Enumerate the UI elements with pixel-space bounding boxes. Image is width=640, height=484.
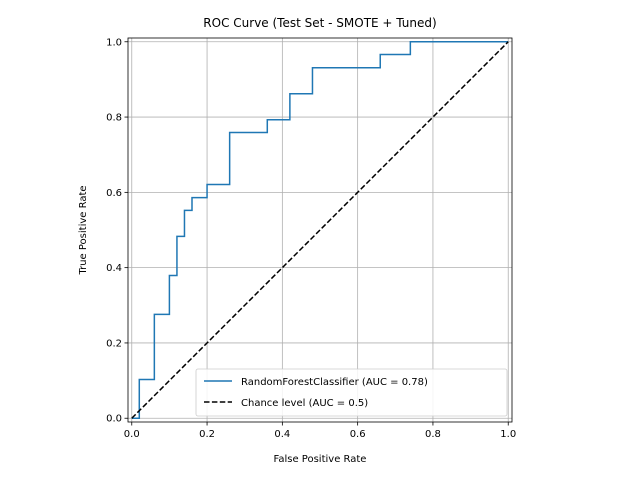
y-tick-label: 0.0 — [106, 414, 122, 425]
x-tick-label: 0.2 — [199, 429, 215, 440]
x-tick-label: 0.6 — [350, 429, 366, 440]
legend-box — [195, 368, 508, 417]
roc-curve-line — [131, 41, 509, 419]
y-axis: 0.0 0.2 0.4 0.6 0.8 1.0 — [106, 37, 128, 425]
chance-level-line — [131, 41, 509, 419]
y-tick-label: 0.4 — [106, 263, 122, 274]
y-tick-label: 0.6 — [106, 188, 122, 199]
plot-frame — [127, 37, 513, 423]
series-layer — [131, 41, 509, 419]
y-tick-label: 0.8 — [106, 113, 122, 124]
y-tick-label: 0.2 — [106, 338, 122, 349]
x-tick-label: 0.0 — [124, 429, 140, 440]
x-axis-label: False Positive Rate — [274, 454, 367, 465]
x-axis: 0.0 0.2 0.4 0.6 0.8 1.0 — [124, 422, 516, 440]
y-tick-label: 1.0 — [106, 37, 122, 48]
chart-title: ROC Curve (Test Set - SMOTE + Tuned) — [203, 16, 436, 30]
legend: RandomForestClassifier (AUC = 0.78) Chan… — [195, 368, 508, 417]
x-tick-label: 0.8 — [425, 429, 441, 440]
grid — [128, 38, 512, 422]
x-tick-label: 0.4 — [274, 429, 290, 440]
legend-label-chance: Chance level (AUC = 0.5) — [241, 398, 368, 409]
x-tick-label: 1.0 — [500, 429, 516, 440]
legend-label-roc: RandomForestClassifier (AUC = 0.78) — [241, 377, 428, 388]
y-axis-label: True Positive Rate — [78, 185, 89, 275]
